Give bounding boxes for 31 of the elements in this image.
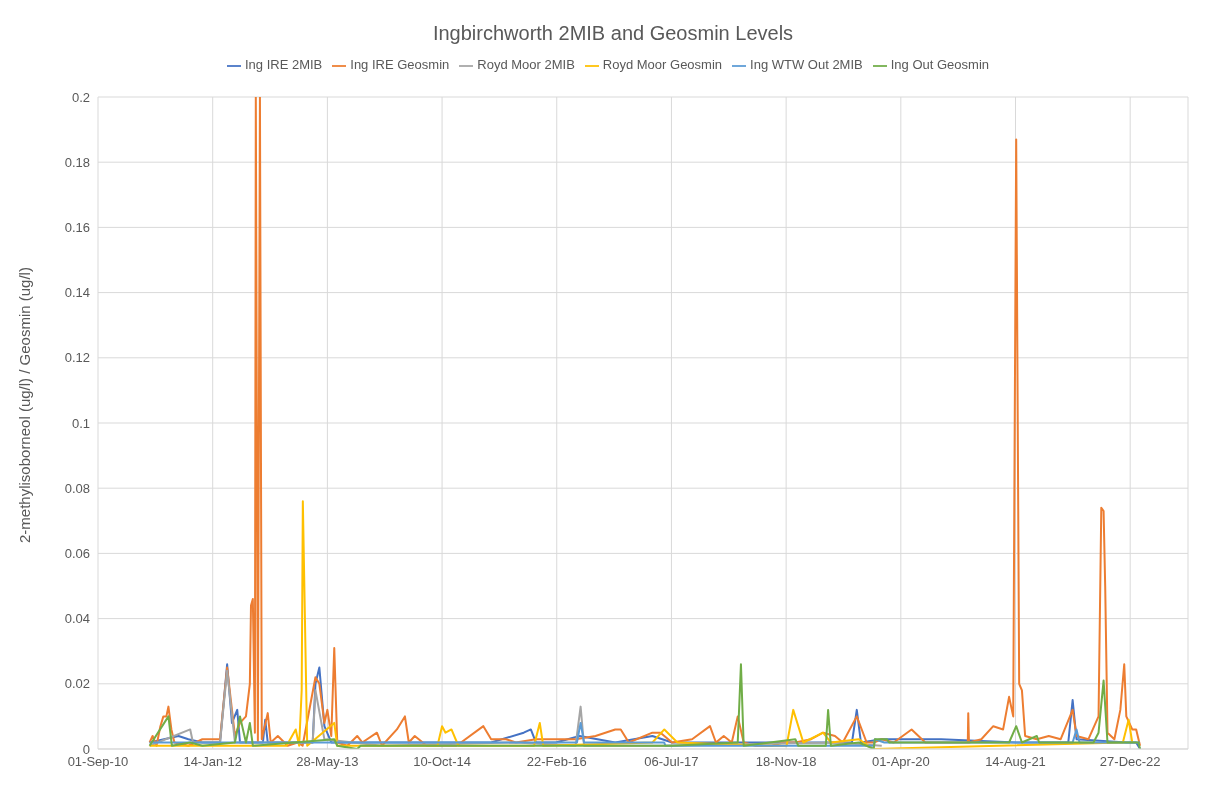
- x-tick-label: 22-Feb-16: [526, 754, 587, 770]
- y-tick-label: 0.12: [64, 350, 90, 366]
- line-series: [148, 97, 1142, 747]
- y-tick-label: 0.14: [64, 285, 90, 301]
- x-tick-label: 06-Jul-17: [644, 754, 699, 770]
- y-axis-title: 2-methylisoborneol (ug/l) / Geosmin (ug/l): [16, 267, 34, 543]
- legend-label: Ing WTW Out 2MIB: [750, 57, 863, 72]
- y-tick-label: 0.2: [71, 89, 90, 105]
- x-tick-label: 01-Sep-10: [67, 754, 129, 770]
- x-tick-label: 14-Aug-21: [985, 754, 1046, 770]
- chart-title: Ingbirchworth 2MIB and Geosmin Levels: [431, 21, 795, 46]
- x-tick-label: 10-Oct-14: [413, 754, 471, 770]
- y-tick-label: 0: [82, 741, 90, 757]
- y-tick-label: 0.1: [71, 415, 90, 431]
- legend-label: Ing IRE Geosmin: [350, 57, 450, 72]
- legend-label: Royd Moor 2MIB: [477, 57, 575, 72]
- legend-label: Ing IRE 2MIB: [244, 57, 323, 72]
- y-tick-label: 0.04: [64, 611, 90, 627]
- x-tick-label: 01-Apr-20: [871, 754, 930, 770]
- x-tick-label: 18-Nov-18: [755, 754, 817, 770]
- y-tick-label: 0.06: [64, 546, 90, 562]
- y-tick-label: 0.02: [64, 676, 90, 692]
- x-tick-label: 27-Dec-22: [1099, 754, 1161, 770]
- legend-label: Royd Moor Geosmin: [602, 57, 723, 72]
- y-tick-label: 0.18: [64, 154, 90, 170]
- y-tick-label: 0.16: [64, 220, 90, 236]
- x-tick-label: 14-Jan-12: [183, 754, 242, 770]
- x-tick-label: 28-May-13: [296, 754, 359, 770]
- line-series: [148, 663, 1142, 749]
- legend-label: Ing Out Geosmin: [890, 57, 990, 72]
- y-tick-label: 0.08: [64, 480, 90, 496]
